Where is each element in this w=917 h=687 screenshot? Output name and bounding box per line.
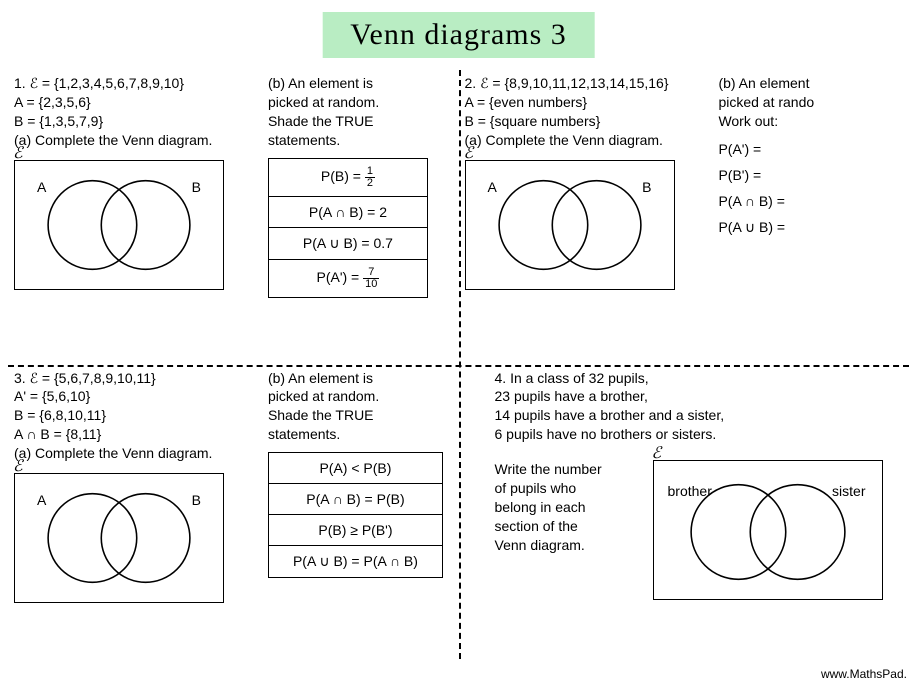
q4-instr3: belong in each bbox=[495, 498, 635, 517]
q3-venn-diagram: ℰ A B bbox=[14, 473, 224, 603]
q1-stmt-2: P(A ∩ B) = 2 bbox=[269, 197, 427, 228]
q1-part-a: (a) Complete the Venn diagram. bbox=[14, 131, 254, 150]
universal-set-label: ℰ bbox=[652, 443, 662, 463]
q3-stmt-2: P(A ∩ B) = P(B) bbox=[269, 484, 442, 515]
q1-statements-table: P(B) = 12 P(A ∩ B) = 2 P(A ∪ B) = 0.7 P(… bbox=[268, 158, 428, 298]
q3b-line1: (b) An element is bbox=[268, 369, 453, 388]
q2b-line1: (b) An element bbox=[718, 74, 903, 93]
worksheet-grid: 1. ℰ = {1,2,3,4,5,6,7,8,9,10} A = {2,3,5… bbox=[8, 70, 909, 659]
q1-set-b: B = {1,3,5,7,9} bbox=[14, 112, 254, 131]
q3b-line4: statements. bbox=[268, 425, 453, 444]
q3-stmt-4: P(A ∪ B) = P(A ∩ B) bbox=[269, 546, 442, 577]
universal-set-label: ℰ bbox=[13, 456, 23, 476]
universal-set-label: ℰ bbox=[464, 143, 474, 163]
q1-universal-set: 1. ℰ = {1,2,3,4,5,6,7,8,9,10} bbox=[14, 75, 184, 91]
q1-stmt-3: P(A ∪ B) = 0.7 bbox=[269, 228, 427, 260]
q2b-line3: Work out: bbox=[718, 112, 903, 131]
q2-set-b: B = {square numbers} bbox=[465, 112, 705, 131]
q3-stmt-1: P(A) < P(B) bbox=[269, 453, 442, 484]
q3-set-a-comp: A' = {5,6,10} bbox=[14, 387, 254, 406]
venn-label-sister: sister bbox=[832, 483, 865, 499]
q1-set-a: A = {2,3,5,6} bbox=[14, 93, 254, 112]
q4-line2: 23 pupils have a brother, bbox=[495, 387, 904, 406]
q3-stmt-3: P(B) ≥ P(B') bbox=[269, 515, 442, 546]
q2-part-b-text: (b) An element picked at rando Work out: bbox=[718, 74, 903, 131]
q4-venn-diagram: ℰ brother sister bbox=[653, 460, 883, 600]
venn-label-a: A bbox=[488, 179, 497, 195]
q1-stmt-1: P(B) = 12 bbox=[269, 159, 427, 197]
q1-part-b-text: (b) An element is picked at random. Shad… bbox=[268, 74, 453, 150]
footer-attribution: www.MathsPad. bbox=[821, 667, 907, 681]
q2-prob-4: P(A ∪ B) = bbox=[718, 219, 903, 236]
q4-instructions: Write the number of pupils who belong in… bbox=[495, 460, 635, 554]
q2-venn-diagram: ℰ A B bbox=[465, 160, 675, 290]
q1-stmt-4: P(A') = 710 bbox=[269, 260, 427, 297]
q1b-line4: statements. bbox=[268, 131, 453, 150]
q3b-line3: Shade the TRUE bbox=[268, 406, 453, 425]
q3-universal-set: 3. ℰ = {5,6,7,8,9,10,11} bbox=[14, 369, 254, 388]
question-4: 4. In a class of 32 pupils, 23 pupils ha… bbox=[459, 365, 910, 660]
q4-instr2: of pupils who bbox=[495, 479, 635, 498]
q2-part-a: (a) Complete the Venn diagram. bbox=[465, 131, 705, 150]
q2-prob-2: P(B') = bbox=[718, 167, 903, 183]
q4-text: 4. In a class of 32 pupils, 23 pupils ha… bbox=[495, 369, 904, 445]
q4-instr1: Write the number bbox=[495, 460, 635, 479]
q3b-line2: picked at random. bbox=[268, 387, 453, 406]
venn-label-a: A bbox=[37, 179, 46, 195]
venn-label-b: B bbox=[192, 492, 201, 508]
q3-part-b-text: (b) An element is picked at random. Shad… bbox=[268, 369, 453, 445]
q1-venn-diagram: ℰ A B bbox=[14, 160, 224, 290]
page-title: Venn diagrams 3 bbox=[322, 12, 595, 58]
question-2: 2. ℰ = {8,9,10,11,12,13,14,15,16} A = {e… bbox=[459, 70, 910, 365]
universal-set-label: ℰ bbox=[13, 143, 23, 163]
q3-statements-table: P(A) < P(B) P(A ∩ B) = P(B) P(B) ≥ P(B')… bbox=[268, 452, 443, 578]
q4-line4: 6 pupils have no brothers or sisters. bbox=[495, 425, 904, 444]
venn-label-b: B bbox=[192, 179, 201, 195]
question-1: 1. ℰ = {1,2,3,4,5,6,7,8,9,10} A = {2,3,5… bbox=[8, 70, 459, 365]
q2b-line2: picked at rando bbox=[718, 93, 903, 112]
q3-set-b: B = {6,8,10,11} bbox=[14, 406, 254, 425]
q3-part-a: (a) Complete the Venn diagram. bbox=[14, 444, 254, 463]
q1b-line1: (b) An element is bbox=[268, 74, 453, 93]
q2-set-a: A = {even numbers} bbox=[465, 93, 705, 112]
q1b-line2: picked at random. bbox=[268, 93, 453, 112]
q2-universal-set: 2. ℰ = {8,9,10,11,12,13,14,15,16} bbox=[465, 74, 705, 93]
venn-label-a: A bbox=[37, 492, 46, 508]
question-3: 3. ℰ = {5,6,7,8,9,10,11} A' = {5,6,10} B… bbox=[8, 365, 459, 660]
q1-text: 1. ℰ = {1,2,3,4,5,6,7,8,9,10} A = {2,3,5… bbox=[14, 74, 254, 150]
q4-line1: 4. In a class of 32 pupils, bbox=[495, 369, 904, 388]
q2-prob-1: P(A') = bbox=[718, 141, 903, 157]
venn-label-brother: brother bbox=[668, 483, 712, 499]
venn-label-b: B bbox=[642, 179, 651, 195]
q3-intersection: A ∩ B = {8,11} bbox=[14, 425, 254, 444]
q4-line3: 14 pupils have a brother and a sister, bbox=[495, 406, 904, 425]
q2-text: 2. ℰ = {8,9,10,11,12,13,14,15,16} A = {e… bbox=[465, 74, 705, 150]
q3-text: 3. ℰ = {5,6,7,8,9,10,11} A' = {5,6,10} B… bbox=[14, 369, 254, 463]
q2-prob-3: P(A ∩ B) = bbox=[718, 193, 903, 209]
q4-instr4: section of the bbox=[495, 517, 635, 536]
q4-instr5: Venn diagram. bbox=[495, 536, 635, 555]
q1b-line3: Shade the TRUE bbox=[268, 112, 453, 131]
q2-probability-list: P(A') = P(B') = P(A ∩ B) = P(A ∪ B) = bbox=[718, 141, 903, 236]
